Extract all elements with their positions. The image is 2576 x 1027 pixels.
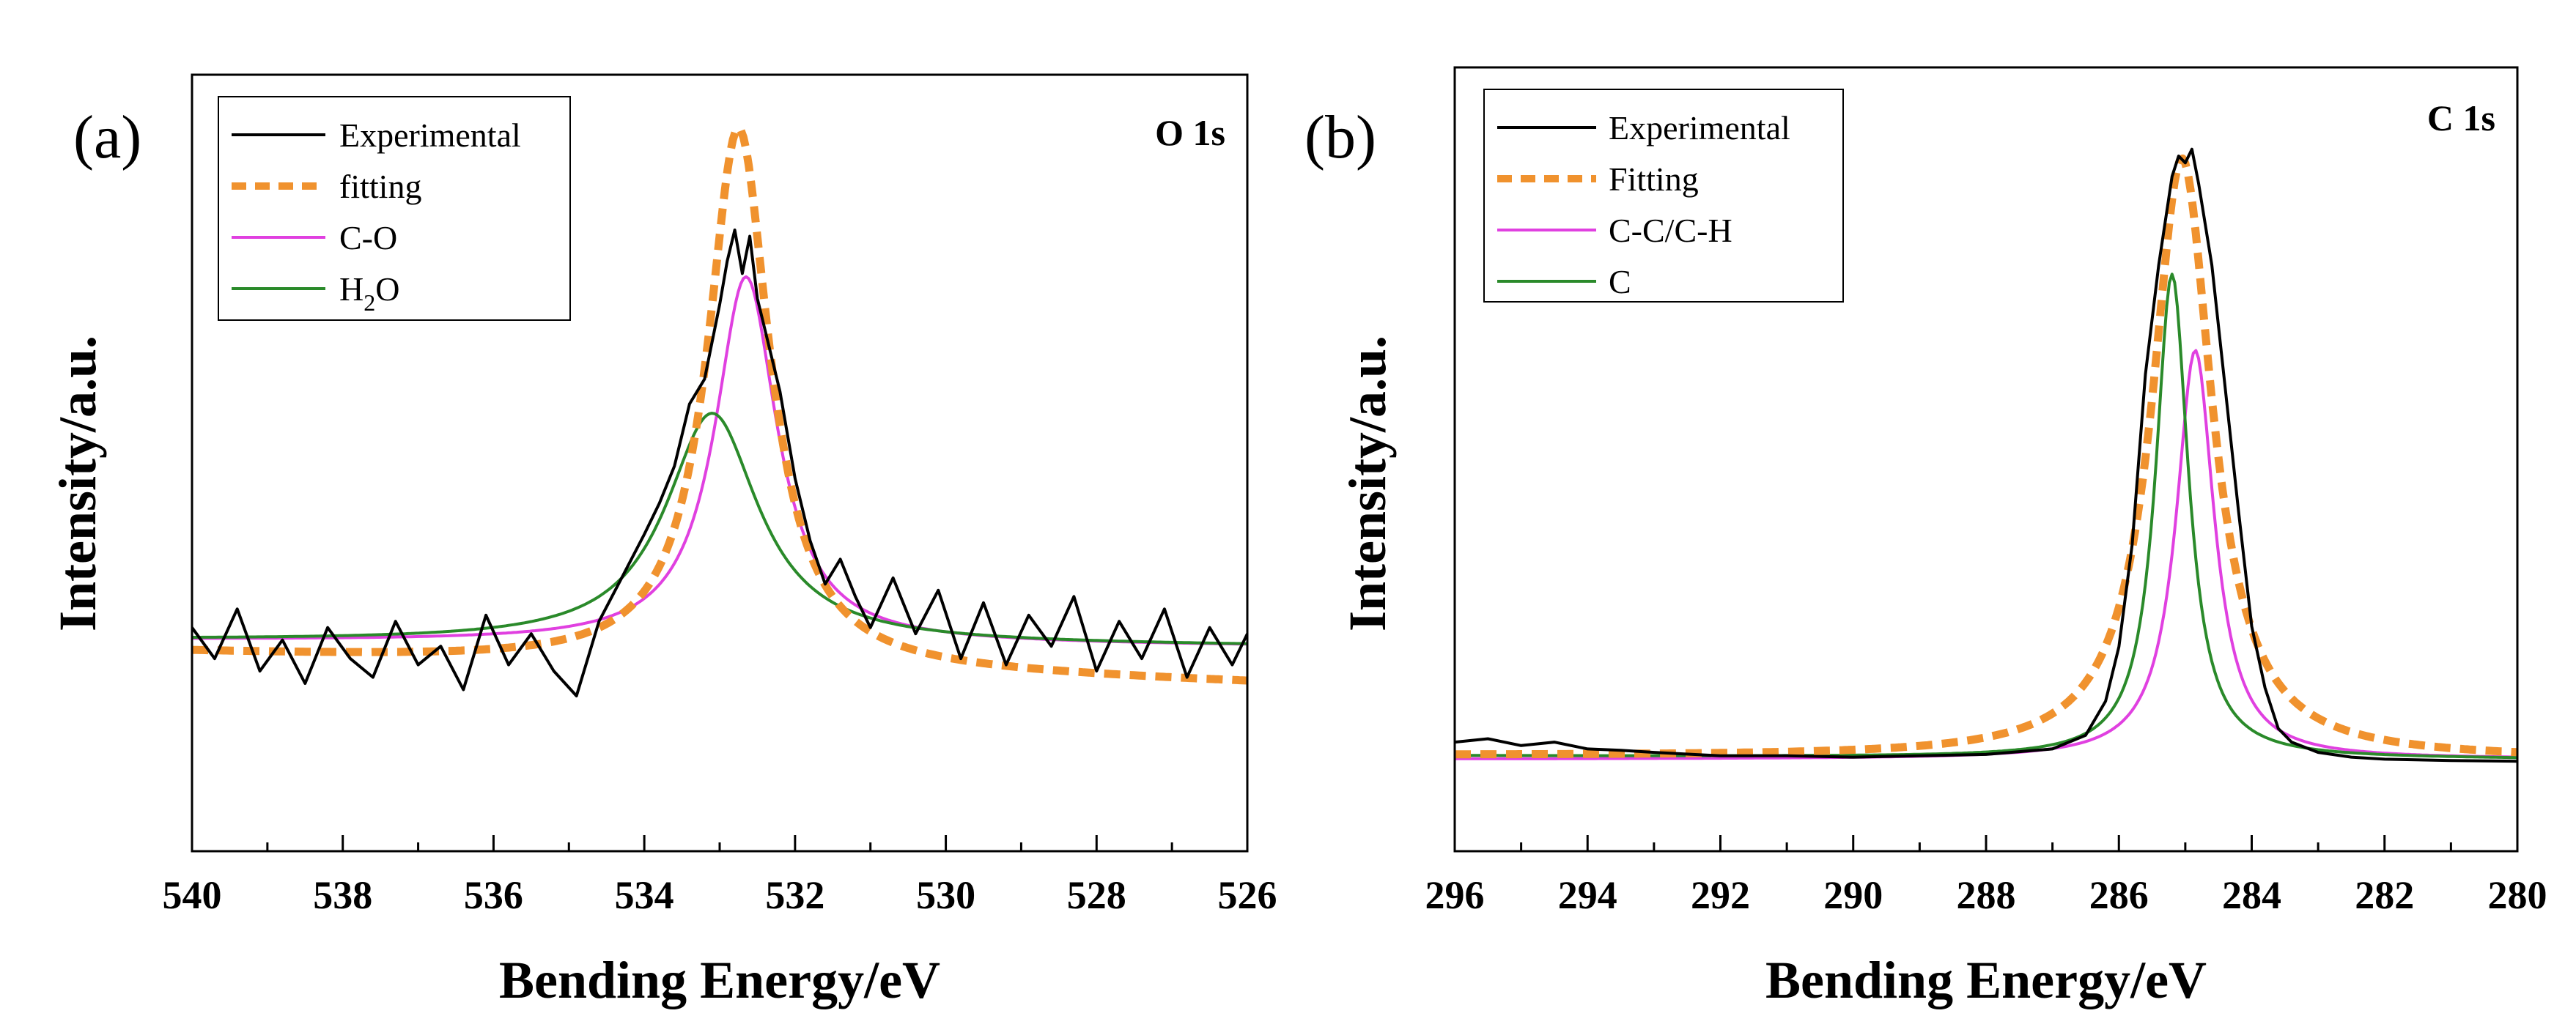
panel-b-element-label: C 1s — [2427, 97, 2495, 138]
panel-b-x-tick-label: 284 — [2222, 873, 2281, 917]
panel-a-legend-label: Experimental — [339, 116, 521, 154]
panel-b-x-axis-title: Bending Energy/eV — [1765, 951, 2207, 1009]
panel-a-series-c-o — [192, 275, 1247, 646]
panel-b-series-fitting — [1455, 154, 2517, 759]
panel-a-label: (a) — [73, 103, 141, 171]
panel-b-legend-label: Fitting — [1609, 160, 1699, 198]
legend-label-subscript: 2 — [363, 289, 375, 316]
panel-b-x-tick-label: 296 — [1425, 873, 1485, 917]
panel-b-chart: 296 294 292 290 288 286 284 282 280 Bending Energ… — [1304, 66, 2547, 1009]
panel-a-x-axis-title: Bending Energy/eV — [499, 951, 940, 1009]
panel-a-series-fitting — [192, 124, 1247, 685]
panel-b-x-tick-label: 280 — [2488, 873, 2547, 917]
panel-a-x-tick-label: 528 — [1067, 873, 1126, 917]
legend-label-text: Experimental — [339, 116, 521, 154]
legend-label-text: Fitting — [1609, 160, 1699, 198]
panel-b-series-c-c-c-h — [1455, 349, 2517, 760]
panel-b-x-tick-label: 292 — [1691, 873, 1750, 917]
panel-a-x-tick-label: 534 — [615, 873, 674, 917]
panel-b-x-tick-label: 286 — [2089, 873, 2149, 917]
panel-a-legend-label: H2O — [339, 270, 399, 316]
legend-label-text: C — [1609, 263, 1631, 300]
panel-b-legend-label: C-C/C-H — [1609, 212, 1732, 249]
panel-a-x-tick-label: 540 — [163, 873, 222, 917]
panel-a-series — [192, 124, 1247, 697]
panel-b-series — [1455, 147, 2517, 763]
legend-label-suffix: O — [375, 270, 399, 308]
panel-b-series-c — [1455, 272, 2517, 760]
panel-a-x-tick-label: 538 — [313, 873, 372, 917]
panel-a-legend-label: C-O — [339, 219, 397, 256]
panel-b-x-tick-label: 290 — [1823, 873, 1883, 917]
panel-a-x-tick-label: 532 — [765, 873, 824, 917]
legend-label-text: H — [339, 270, 363, 308]
legend-label-text: Experimental — [1609, 109, 1790, 147]
panel-b-legend-label: Experimental — [1609, 109, 1790, 147]
panel-a-y-axis-title: Intensity/a.u. — [48, 335, 107, 631]
panel-a-series-h2o — [192, 412, 1247, 645]
panel-b-label: (b) — [1304, 103, 1376, 171]
panel-a-legend-label: fitting — [339, 168, 421, 205]
panel-b-y-axis-title: Intensity/a.u. — [1338, 335, 1397, 631]
panel-b-legend-box — [1483, 89, 1844, 303]
legend-label-text: fitting — [339, 168, 421, 205]
legend-label-text: C-O — [339, 219, 397, 256]
panel-a-series-experimental — [192, 229, 1247, 697]
panel-b-legend-label: C — [1609, 263, 1631, 300]
panel-b-x-tick-label: 288 — [1957, 873, 2016, 917]
panel-a-element-label: O 1s — [1155, 112, 1225, 153]
panel-b-x-tick-label: 282 — [2355, 873, 2414, 917]
panel-a-x-tick-label: 530 — [916, 873, 975, 917]
panel-a-chart: 540 538 536 534 532 530 528 526 Bending Energy/e… — [48, 73, 1277, 1009]
panel-b-x-tick-label: 294 — [1558, 873, 1617, 917]
panel-a-x-tick-label: 526 — [1218, 873, 1277, 917]
panel-b-series-experimental — [1455, 147, 2517, 763]
panel-a-x-tick-label: 536 — [464, 873, 523, 917]
legend-label-text: C-C/C-H — [1609, 212, 1732, 249]
